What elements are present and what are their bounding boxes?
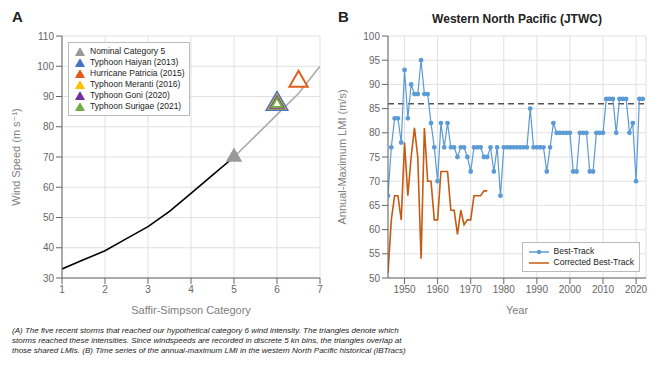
svg-text:70: 70	[43, 152, 55, 163]
html-text:storms reached these intensiti: storms reached these intensities. Since …	[12, 336, 402, 345]
svg-text:2000: 2000	[559, 284, 582, 295]
html-text:Typhoon Goni (2020): Typhoon Goni (2020)	[90, 90, 170, 100]
html-text:Corrected Best-Track: Corrected Best-Track	[553, 257, 634, 267]
svg-text:Year: Year	[506, 304, 529, 316]
svg-text:40: 40	[43, 242, 55, 253]
html-text:Typhoon Meranti (2016): Typhoon Meranti (2016)	[90, 79, 181, 89]
html-text:Typhoon Surigae (2021): Typhoon Surigae (2021)	[90, 101, 182, 111]
html-text:Western North Pacific (JTWC): Western North Pacific (JTWC)	[432, 12, 602, 26]
svg-text:90: 90	[369, 79, 381, 90]
html-text:A: A	[12, 8, 23, 25]
html-text:Best-Track: Best-Track	[553, 246, 595, 256]
svg-text:Annual-Maximum LMI (m/s): Annual-Maximum LMI (m/s)	[336, 89, 348, 224]
svg-text:55: 55	[369, 248, 381, 259]
html-text:those shared LMIs. (B) Time se: those shared LMIs. (B) Time series of th…	[12, 346, 406, 355]
svg-text:100: 100	[37, 61, 54, 72]
svg-text:1980: 1980	[493, 284, 516, 295]
svg-text:80: 80	[369, 127, 381, 138]
svg-text:1990: 1990	[526, 284, 549, 295]
svg-text:2020: 2020	[625, 284, 648, 295]
svg-text:110: 110	[38, 31, 54, 42]
html-text:Hurricane Patricia (2015): Hurricane Patricia (2015)	[90, 68, 185, 78]
html-text:B: B	[338, 8, 349, 25]
svg-text:1970: 1970	[460, 284, 483, 295]
svg-text:50: 50	[369, 273, 381, 284]
svg-text:30: 30	[43, 273, 55, 284]
svg-text:95: 95	[369, 55, 381, 66]
svg-text:100: 100	[363, 31, 380, 42]
svg-text:50: 50	[43, 212, 55, 223]
svg-text:4: 4	[188, 284, 194, 295]
svg-text:75: 75	[369, 152, 381, 163]
svg-text:2010: 2010	[592, 284, 615, 295]
svg-text:1950: 1950	[393, 284, 416, 295]
html-text:(A) The five recent storms tha: (A) The five recent storms that reached …	[12, 326, 399, 335]
svg-text:80: 80	[43, 121, 55, 132]
svg-text:60: 60	[43, 182, 55, 193]
svg-text:70: 70	[369, 176, 381, 187]
svg-text:3: 3	[145, 284, 151, 295]
svg-text:2: 2	[102, 284, 108, 295]
svg-text:65: 65	[369, 200, 381, 211]
html-text:Nominal Category 5: Nominal Category 5	[90, 46, 166, 56]
svg-text:7: 7	[317, 284, 323, 295]
svg-text:Saffir-Simpson Category: Saffir-Simpson Category	[131, 304, 251, 316]
svg-text:1: 1	[59, 284, 65, 295]
svg-text:5: 5	[231, 284, 237, 295]
svg-text:1960: 1960	[426, 284, 449, 295]
svg-text:Wind Speed (m s⁻¹): Wind Speed (m s⁻¹)	[10, 108, 22, 206]
svg-text:60: 60	[369, 224, 381, 235]
svg-text:90: 90	[43, 91, 55, 102]
svg-text:85: 85	[369, 103, 381, 114]
html-text:Typhoon Haiyan (2013): Typhoon Haiyan (2013)	[90, 57, 179, 67]
svg-text:6: 6	[274, 284, 280, 295]
